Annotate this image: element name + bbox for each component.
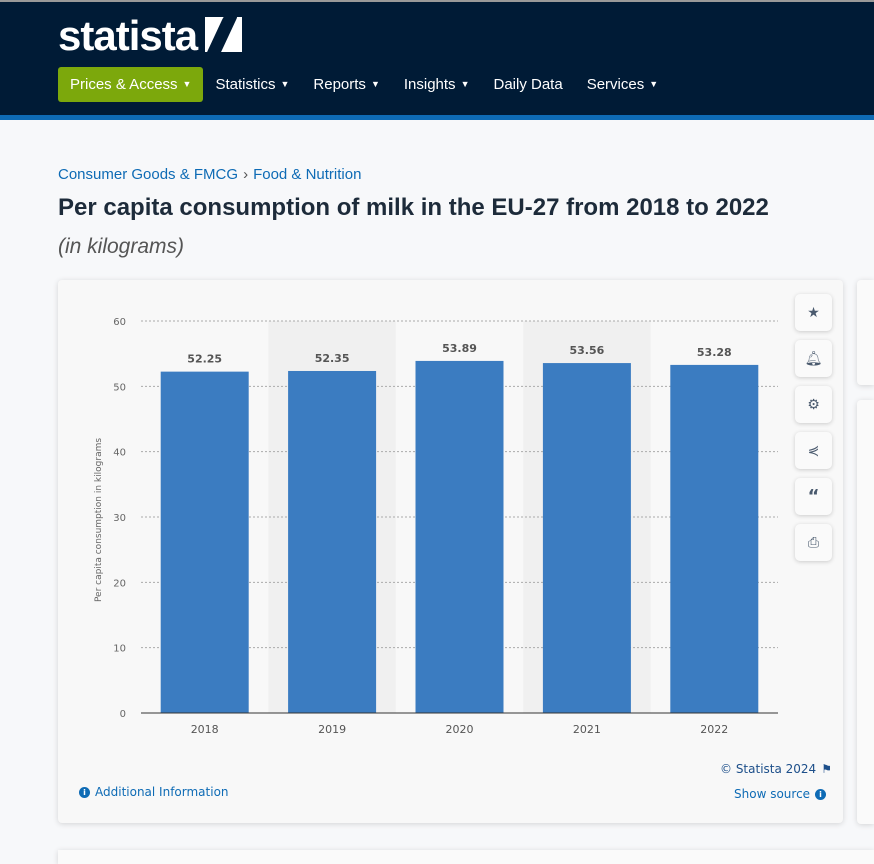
star-icon: ★ bbox=[807, 304, 820, 321]
data-label: 52.35 bbox=[315, 352, 350, 365]
y-tick-label: 40 bbox=[113, 448, 126, 459]
breadcrumb: Consumer Goods & FMCG › Food & Nutrition bbox=[58, 166, 361, 183]
print-button[interactable]: ⎙ bbox=[795, 524, 832, 561]
y-tick-label: 60 bbox=[113, 317, 126, 328]
nav-item[interactable]: Prices & Access ▼ bbox=[58, 67, 204, 102]
breadcrumb-link[interactable]: Consumer Goods & FMCG bbox=[58, 166, 239, 183]
main-nav: Prices & Access ▼ Statistics ▼ Reports ▼ Insig… bbox=[58, 67, 670, 102]
nav-item[interactable]: Daily Data bbox=[481, 67, 574, 102]
y-tick-label: 30 bbox=[113, 513, 126, 524]
y-tick-label: 50 bbox=[113, 382, 126, 393]
gear-icon: ⚙ bbox=[807, 396, 820, 413]
page-title: Per capita consumption of milk in the EU… bbox=[58, 194, 769, 221]
y-tick-label: 0 bbox=[120, 709, 126, 720]
notification-button[interactable]: 🔔︎ bbox=[795, 340, 832, 377]
header: statista Prices & Access ▼ Statistics ▼ Repo… bbox=[0, 0, 874, 115]
bar bbox=[160, 371, 249, 713]
bar bbox=[415, 360, 504, 713]
flag-icon: ⚑ bbox=[821, 762, 832, 776]
caret-down-icon: ▼ bbox=[649, 79, 659, 89]
caret-down-icon: ▼ bbox=[460, 79, 470, 89]
bar bbox=[542, 363, 631, 713]
y-tick-label: 10 bbox=[113, 644, 126, 655]
settings-button[interactable]: ⚙ bbox=[795, 386, 832, 423]
nav-item-label: Statistics bbox=[215, 76, 276, 93]
x-tick-label: 2019 bbox=[318, 723, 346, 736]
nav-item[interactable]: Statistics ▼ bbox=[203, 67, 301, 102]
chart-card: 0 10 20 30 40 50 60 52.25 2018 52.35 2019 53.89 2020… bbox=[58, 280, 843, 823]
bell-icon: 🔔︎ bbox=[804, 350, 823, 367]
nav-item[interactable]: Reports ▼ bbox=[301, 67, 391, 102]
info-icon: i bbox=[815, 788, 827, 800]
nav-item-label: Insights bbox=[403, 76, 456, 93]
statista-logo[interactable]: statista bbox=[58, 12, 198, 59]
nav-item-label: Daily Data bbox=[493, 76, 563, 93]
page-subtitle: (in kilograms) bbox=[58, 235, 185, 258]
x-tick-label: 2018 bbox=[191, 723, 219, 736]
caret-down-icon: ▼ bbox=[182, 79, 192, 89]
copyright-link[interactable]: © Statista 2024 ⚑ bbox=[720, 762, 832, 776]
bar bbox=[670, 364, 759, 713]
caret-down-icon: ▼ bbox=[370, 79, 380, 89]
y-tick-label: 20 bbox=[113, 578, 126, 589]
x-tick-label: 2022 bbox=[700, 723, 728, 736]
favorite-button[interactable]: ★ bbox=[795, 294, 832, 331]
data-label: 52.25 bbox=[187, 353, 222, 366]
show-source-link[interactable]: Show source i bbox=[734, 787, 827, 801]
y-axis-label: Per capita consumption in kilograms bbox=[94, 438, 104, 602]
x-tick-label: 2021 bbox=[573, 723, 601, 736]
nav-item[interactable]: Insights ▼ bbox=[392, 67, 482, 102]
bar-chart: 0 10 20 30 40 50 60 52.25 2018 52.35 2019 53.89 2020… bbox=[94, 317, 778, 736]
share-icon: ⋞ bbox=[807, 442, 820, 459]
nav-item-label: Services bbox=[586, 76, 645, 93]
data-label: 53.56 bbox=[570, 344, 605, 357]
breadcrumb-link[interactable]: Food & Nutrition bbox=[253, 166, 362, 183]
print-icon: ⎙ bbox=[807, 534, 820, 551]
breadcrumb-separator: › bbox=[243, 166, 249, 183]
bar bbox=[288, 370, 377, 713]
data-label: 53.89 bbox=[442, 342, 477, 355]
statista-logo-mark[interactable] bbox=[205, 17, 242, 52]
info-icon: i bbox=[79, 786, 90, 798]
cite-button[interactable]: “ bbox=[795, 478, 832, 515]
data-label: 53.28 bbox=[697, 346, 732, 359]
nav-item-label: Prices & Access bbox=[70, 76, 178, 93]
header-divider bbox=[0, 115, 874, 120]
caret-down-icon: ▼ bbox=[280, 79, 290, 89]
share-button[interactable]: ⋞ bbox=[795, 432, 832, 469]
additional-information-label: Additional Information bbox=[95, 785, 229, 799]
copyright-label: © Statista 2024 bbox=[720, 762, 817, 776]
x-tick-label: 2020 bbox=[446, 723, 474, 736]
nav-item[interactable]: Services ▼ bbox=[575, 67, 670, 102]
show-source-label: Show source bbox=[734, 787, 811, 801]
additional-information-link[interactable]: i Additional Information bbox=[79, 785, 229, 799]
nav-item-label: Reports bbox=[313, 76, 366, 93]
side-panel bbox=[857, 400, 874, 824]
side-panel bbox=[857, 280, 874, 385]
quote-icon: “ bbox=[807, 486, 820, 507]
content-card bbox=[58, 850, 874, 864]
